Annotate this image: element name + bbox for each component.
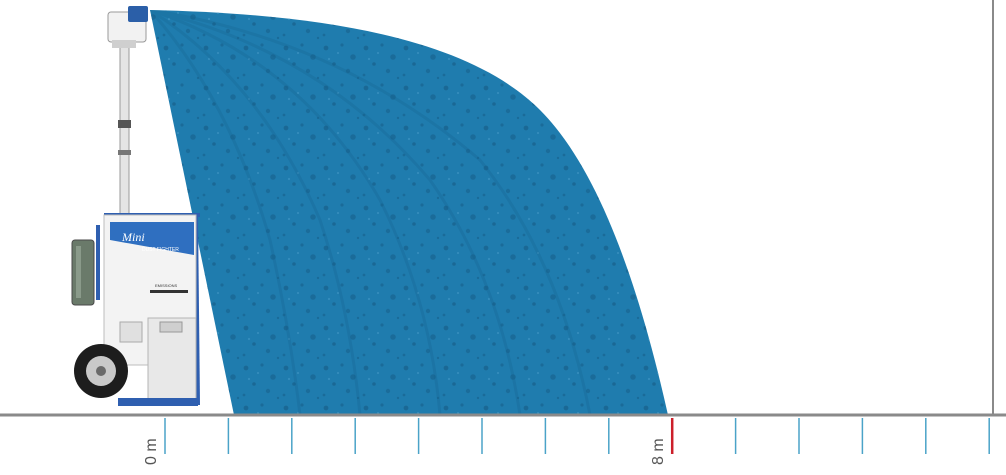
spray-plume [150,10,668,415]
dust-fighter-machine: Mini DUST FIGHTER EMISSIONS [71,6,200,406]
axis-label-end: 8 m [650,438,667,465]
spray-head [107,6,148,48]
machine-logo: EMISSIONS [155,283,178,288]
wheel [74,344,128,398]
machine-model: DUST FIGHTER [142,247,179,253]
side-tank [71,239,95,306]
machine-brand: Mini [121,230,145,244]
axis-ticks [164,418,990,454]
distance-axis: 0 m 8 m [0,413,1006,465]
axis-label-start: 0 m [143,438,160,465]
